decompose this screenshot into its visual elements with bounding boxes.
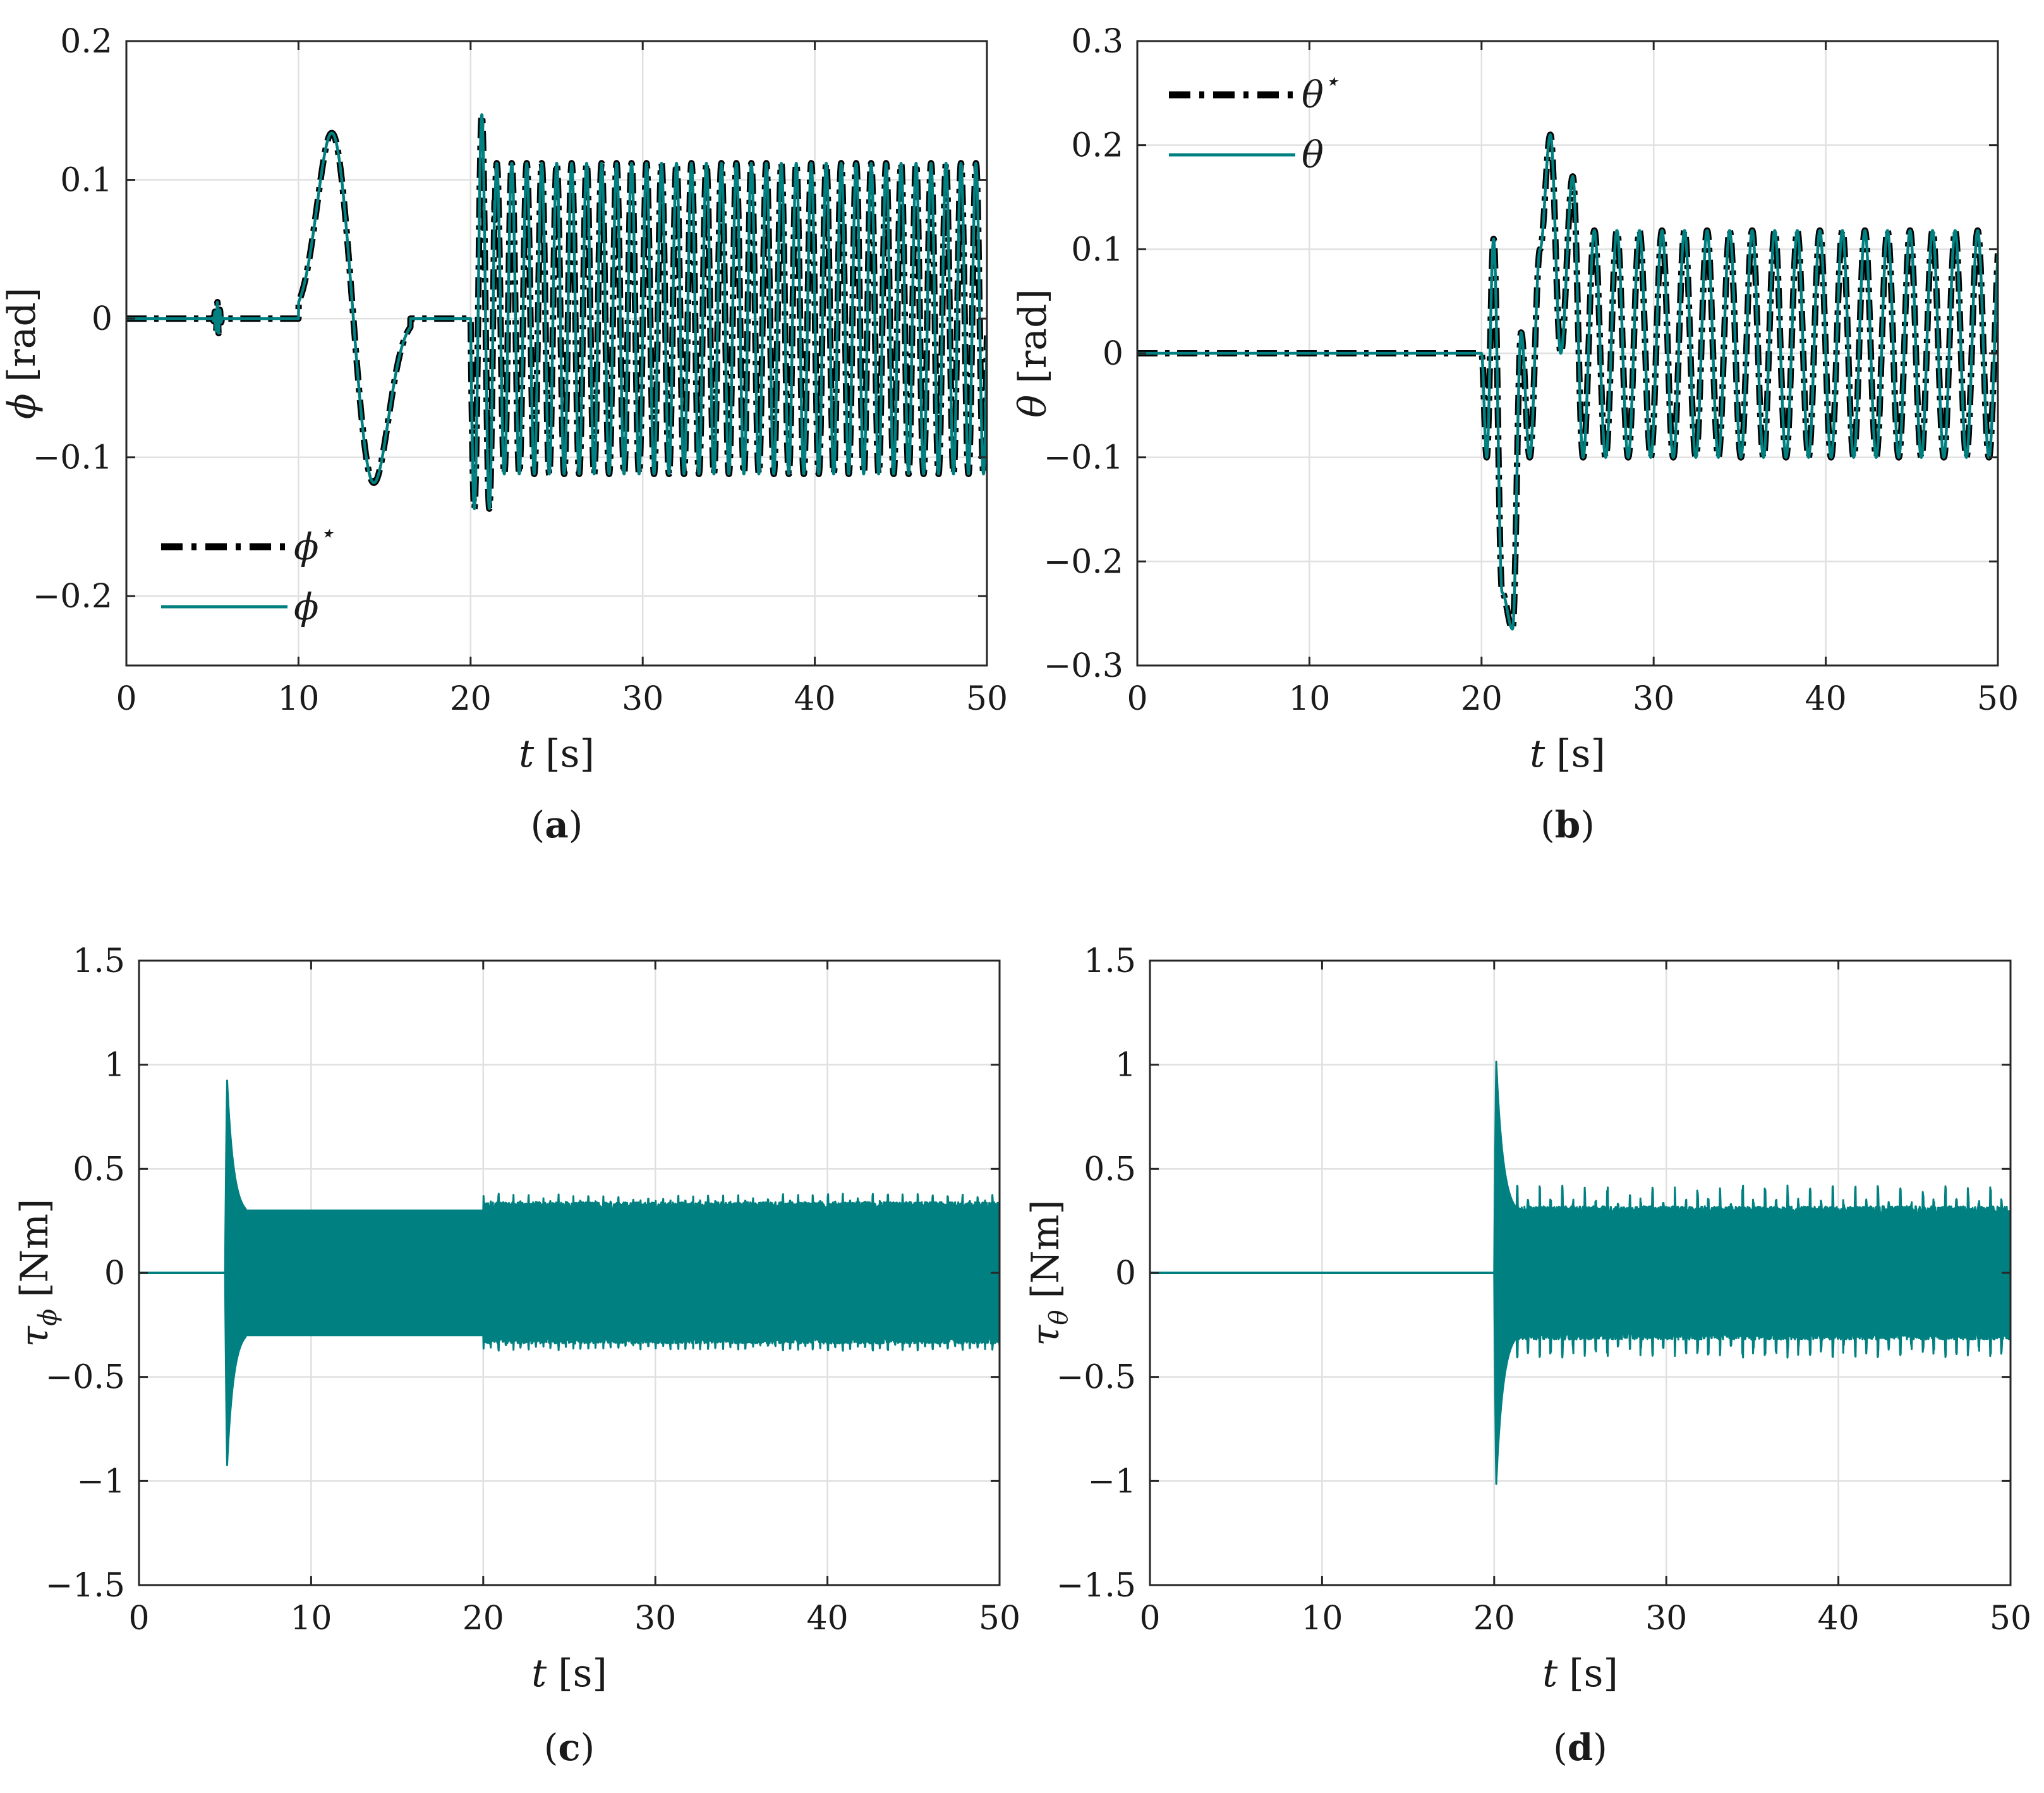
legend: θ⋆ θ [1169,67,1339,176]
y-tick-label: −1.5 [1056,1567,1136,1605]
y-axis-label: θ[rad] [1011,289,1055,418]
y-tick-label: 0 [92,300,112,338]
legend-label: ϕ [294,585,319,628]
panel-c: 0 10 20 30 40 50 −1.5 −1 −0.5 0 0.5 1 1.5 t [s] τϕ[Nm] (… [13,942,1020,1769]
y-axis-label: τθ[Nm] [1024,1200,1073,1346]
y-tick-label: 0 [1103,335,1123,373]
y-tick-label: −0.3 [1044,647,1123,685]
x-tick-label: 40 [807,1600,849,1638]
x-tick-label: 0 [1139,1600,1160,1638]
x-tick-label: 50 [1990,1600,2031,1638]
x-tick-label: 10 [1288,680,1330,718]
legend-entry: θ⋆ [1169,67,1339,116]
panel-label: (d) [1553,1726,1607,1769]
x-tick-label: 10 [277,680,319,718]
y-tick-label: −0.5 [1056,1359,1136,1397]
y-tick-label: 1.5 [1084,942,1136,980]
panel-b: 0 10 20 30 40 50 −0.3 −0.2 −0.1 0 0.1 0.2 0.3 t [s] θ[r… [1011,23,2019,846]
panel-label: (c) [544,1726,595,1769]
x-tick-label: 50 [979,1600,1020,1638]
legend-entry: ϕ [161,585,319,628]
x-tick-label: 20 [463,1600,504,1638]
series-group [1137,131,1998,633]
x-tick-label: 20 [450,680,492,718]
y-tick-label: 0.3 [1071,23,1123,61]
x-tick-label: 10 [1301,1600,1343,1638]
series-measured [1137,133,1998,631]
plot-area [126,41,987,666]
y-tick-label: −0.2 [1044,543,1123,581]
x-axis-label: t [s] [1530,732,1606,776]
x-tick-label: 0 [1127,680,1147,718]
y-tick-label: −0.2 [33,578,112,616]
y-tick-label: 0.5 [73,1150,125,1188]
panel-label: (b) [1540,803,1595,846]
y-tick-label: 0.5 [1084,1150,1136,1188]
x-tick-label: 0 [116,680,136,718]
y-tick-label: 1 [104,1047,125,1085]
legend-label: θ [1302,133,1324,176]
x-tick-label: 30 [622,680,663,718]
x-tick-label: 50 [1977,680,2019,718]
y-tick-label: 1 [1115,1047,1136,1085]
x-tick-label: 30 [1645,1600,1687,1638]
legend-entry: ϕ⋆ [161,519,335,568]
y-tick-label: −0.1 [1044,439,1123,477]
y-axis-label: ϕ[rad] [0,288,44,420]
legend-entry: θ [1169,133,1324,176]
y-tick-label: −0.5 [45,1359,125,1397]
y-tick-label: 0.1 [60,162,112,200]
x-axis-label: t [s] [1542,1651,1618,1696]
series-measured [126,113,987,511]
x-tick-label: 0 [128,1600,149,1638]
y-tick-label: −1 [76,1462,125,1500]
y-tick-label: 0.2 [60,23,112,61]
x-axis-label: t [s] [519,732,595,776]
x-tick-label: 40 [794,680,836,718]
y-tick-label: −0.1 [33,439,112,477]
axes-frame [125,40,988,667]
y-tick-label: 0 [1115,1255,1136,1292]
x-tick-label: 40 [1818,1600,1860,1638]
x-tick-label: 20 [1473,1600,1515,1638]
series-group [126,111,987,512]
x-tick-label: 30 [634,1600,676,1638]
y-tick-label: −1.5 [45,1567,125,1605]
legend: ϕ⋆ ϕ [161,519,335,628]
x-tick-label: 10 [290,1600,332,1638]
x-tick-label: 20 [1461,680,1503,718]
y-tick-label: 1.5 [73,942,125,980]
legend-label: θ⋆ [1302,67,1339,116]
y-tick-label: 0 [104,1255,125,1292]
y-tick-label: −1 [1087,1462,1136,1500]
legend-label: ϕ⋆ [294,519,335,568]
x-tick-label: 30 [1633,680,1674,718]
x-tick-label: 50 [966,680,1008,718]
x-axis-label: t [s] [531,1651,607,1696]
y-axis-label: τϕ[Nm] [13,1199,63,1347]
panel-label: (a) [531,803,583,846]
panel-a: 0 10 20 30 40 50 −0.2 −0.1 0 0.1 0.2 t [s] ϕ[rad] (a) ϕ… [0,23,1008,846]
y-tick-label: 0.1 [1071,231,1123,269]
x-tick-label: 40 [1805,680,1847,718]
panel-d: 0 10 20 30 40 50 −1.5 −1 −0.5 0 0.5 1 1.5 t [s] τθ[Nm] (… [1024,942,2031,1769]
y-tick-label: 0.2 [1071,127,1123,165]
